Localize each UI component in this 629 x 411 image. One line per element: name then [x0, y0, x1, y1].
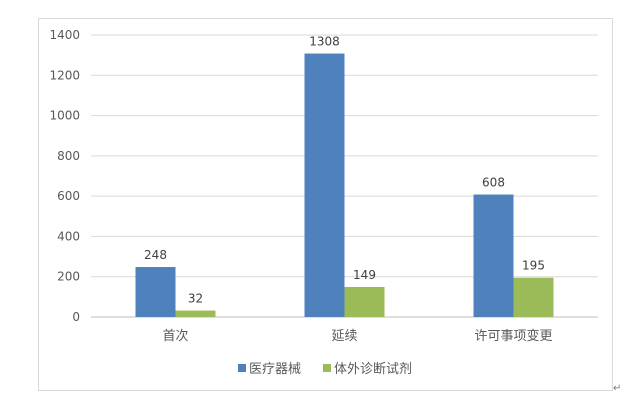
bar-device — [473, 194, 514, 317]
bar-ivd — [175, 310, 216, 317]
y-tick-label: 400 — [57, 229, 80, 243]
legend-swatch — [238, 364, 246, 372]
data-label: 149 — [353, 268, 376, 282]
y-tick-label: 600 — [57, 189, 80, 203]
legend-label: 体外诊断试剂 — [334, 362, 412, 377]
x-category-label: 延续 — [331, 329, 357, 344]
paragraph-mark: ↵ — [613, 383, 622, 394]
y-tick-label: 200 — [57, 270, 80, 284]
chart-frame — [38, 18, 613, 391]
y-tick-label: 0 — [72, 310, 80, 324]
bar-ivd — [513, 277, 554, 317]
y-tick-label: 1000 — [49, 109, 80, 123]
y-tick-label: 1400 — [49, 28, 80, 42]
bar-ivd — [344, 286, 385, 317]
data-label: 32 — [188, 292, 203, 306]
x-category-label: 许可事项变更 — [474, 328, 552, 344]
x-category-label: 首次 — [162, 328, 188, 344]
data-label: 608 — [482, 176, 505, 190]
bar-device — [135, 267, 176, 317]
data-label: 248 — [144, 248, 167, 262]
y-tick-label: 800 — [57, 149, 80, 163]
legend-swatch — [323, 364, 331, 372]
legend-label: 医疗器械 — [249, 362, 301, 377]
y-tick-label: 1200 — [49, 68, 80, 82]
data-label: 195 — [522, 259, 545, 273]
bar-device — [304, 53, 345, 317]
data-label: 1308 — [309, 35, 340, 49]
